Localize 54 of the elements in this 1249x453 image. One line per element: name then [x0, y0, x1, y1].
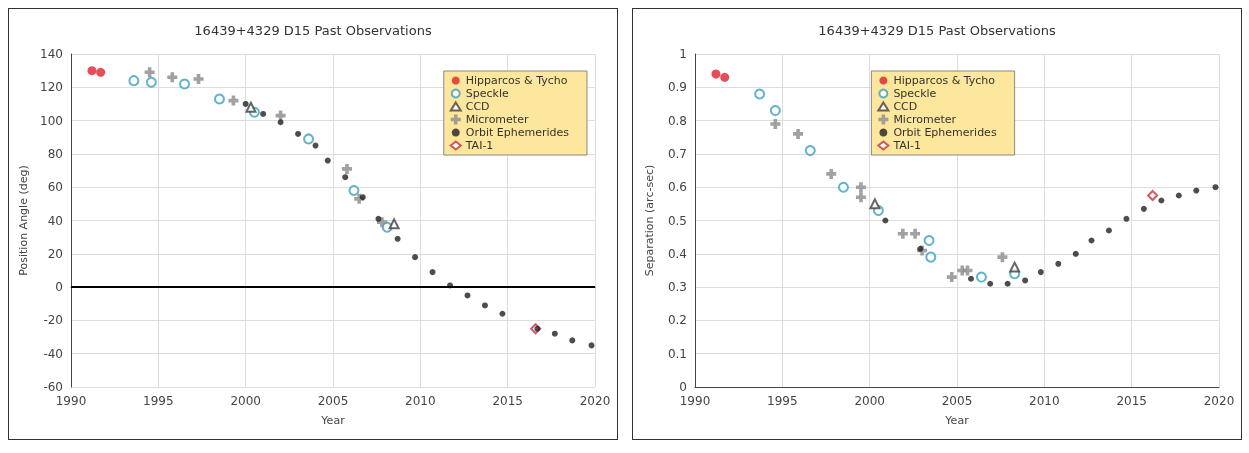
y-tick-label: 0.8 [667, 113, 687, 128]
legend-label: Micrometer [465, 113, 529, 126]
x-tick-label: 1990 [55, 394, 87, 408]
legend-label: Micrometer [893, 113, 957, 126]
legend-label: Orbit Ephemerides [893, 126, 997, 139]
y-tick-label: 0.2 [667, 313, 687, 328]
x-axis-title: Year [320, 414, 346, 427]
y-tick-label: 0.7 [667, 146, 687, 161]
legend-label: CCD [465, 100, 490, 113]
y-tick-label: -60 [43, 380, 63, 394]
x-tick-label: 1990 [679, 394, 711, 408]
legend-label: TAI-1 [892, 139, 921, 152]
x-tick-label: 2000 [230, 394, 261, 408]
legend-label: Speckle [893, 87, 937, 100]
y-axis-title: Separation (arc-sec) [643, 164, 656, 277]
x-tick-label: 2005 [317, 394, 349, 408]
legend-label: TAI-1 [464, 139, 494, 152]
y-tick-label: 0.6 [667, 180, 687, 195]
chart-title: 16439+4329 D15 Past Observations [194, 23, 432, 38]
y-tick-label: 120 [40, 80, 63, 95]
y-tick-label: 140 [40, 47, 63, 61]
y-tick-label: 0.5 [667, 213, 687, 228]
y-tick-label: 0 [55, 280, 63, 295]
y-tick-label: 0.4 [667, 246, 687, 261]
legend-label: Speckle [465, 87, 509, 100]
y-tick-label: 60 [47, 180, 63, 195]
legend-label: Hipparcos & Tycho [465, 74, 568, 87]
y-tick-label: 40 [47, 213, 63, 228]
x-tick-label: 2015 [1116, 394, 1147, 408]
x-tick-label: 2005 [941, 394, 973, 408]
y-tick-label: 1 [679, 47, 687, 61]
x-tick-label: 2015 [492, 394, 523, 408]
y-tick-label: 0.1 [667, 346, 687, 361]
y-tick-label: 80 [47, 146, 63, 161]
x-tick-label: 1995 [767, 394, 798, 408]
legend-label: Hipparcos & Tycho [893, 74, 996, 87]
x-axis-title: Year [944, 414, 970, 427]
chart-title: 16439+4329 D15 Past Observations [818, 23, 1056, 38]
y-axis-title: Position Angle (deg) [17, 165, 31, 276]
legend-label: CCD [893, 100, 918, 113]
x-tick-label: 2020 [1203, 394, 1235, 408]
legend-label: Orbit Ephemerides [465, 126, 570, 139]
y-tick-label: 0.9 [667, 80, 687, 95]
y-tick-label: 0.3 [667, 280, 687, 295]
x-tick-label: 2010 [405, 394, 436, 408]
y-tick-label: 0 [679, 380, 687, 394]
x-tick-label: 2000 [854, 394, 885, 408]
x-tick-label: 2010 [1029, 394, 1060, 408]
y-tick-label: -20 [43, 313, 63, 328]
x-tick-label: 2020 [579, 394, 611, 408]
y-tick-label: 100 [40, 113, 63, 128]
y-tick-label: -40 [43, 346, 63, 361]
x-tick-label: 1995 [143, 394, 174, 408]
y-tick-label: 20 [47, 246, 63, 261]
